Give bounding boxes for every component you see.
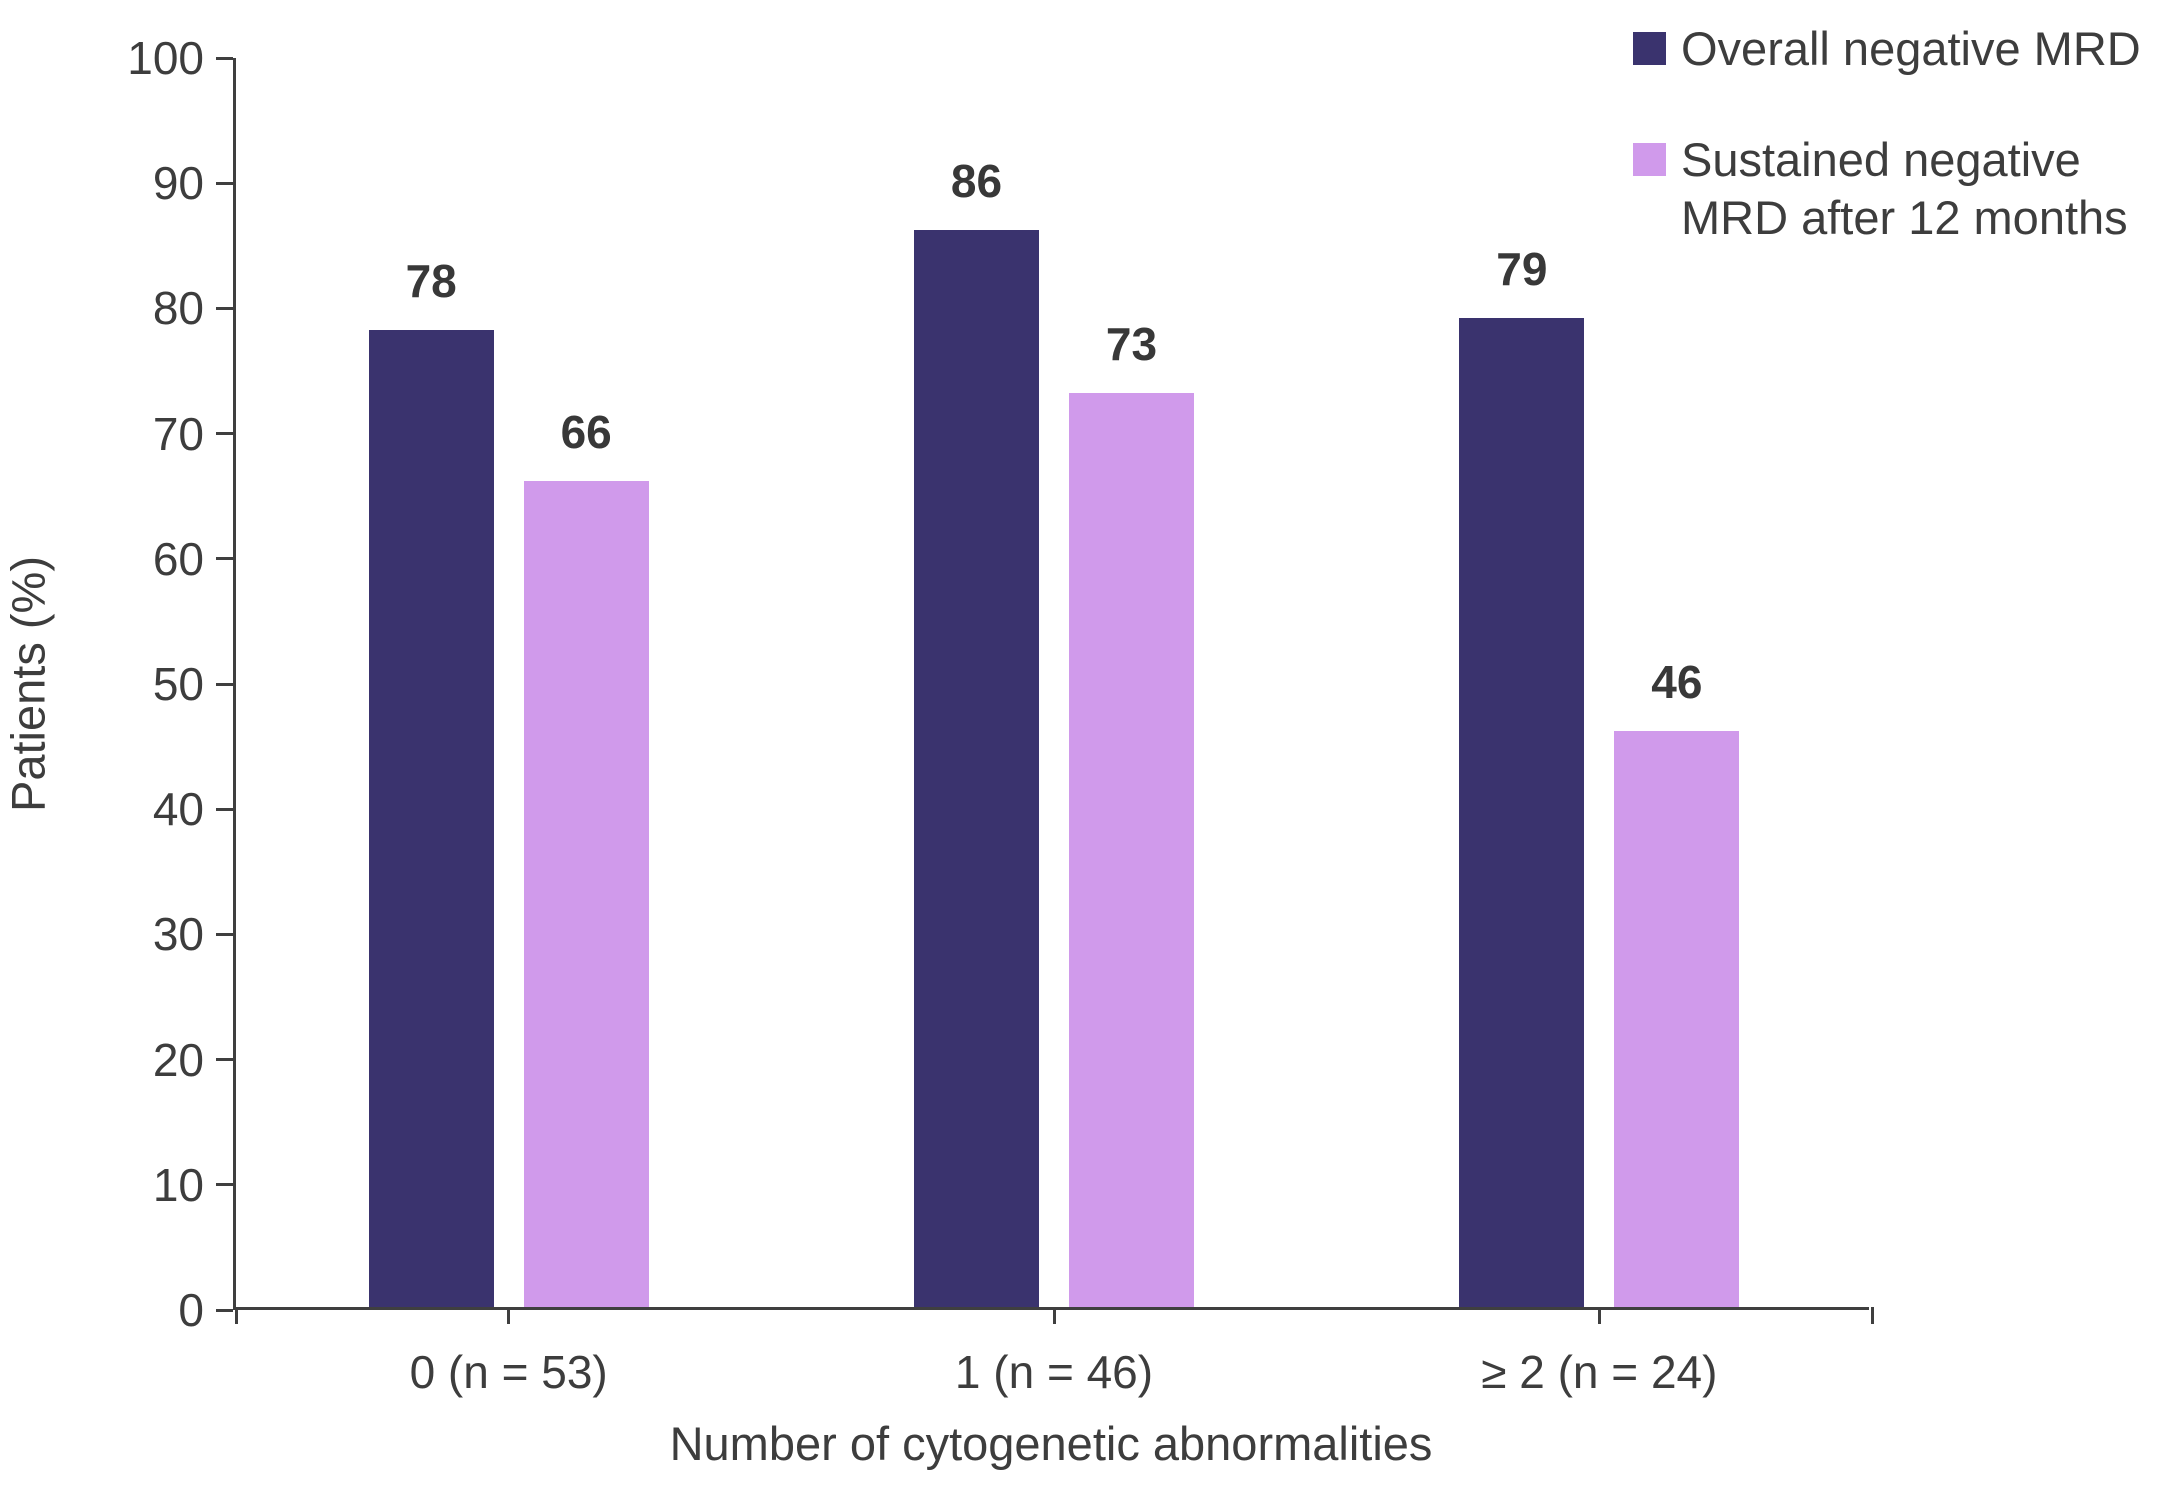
y-tick-label: 70 bbox=[152, 407, 204, 460]
bar-value-label: 46 bbox=[1651, 656, 1703, 709]
y-tick bbox=[216, 306, 233, 310]
bar-value-label: 73 bbox=[1105, 318, 1158, 371]
y-tick bbox=[216, 1058, 233, 1062]
legend-item: Overall negative MRD bbox=[1633, 20, 2183, 77]
y-tick bbox=[216, 432, 233, 436]
legend-item: Sustained negative MRD after 12 months bbox=[1633, 131, 2183, 246]
y-tick-label: 20 bbox=[152, 1033, 204, 1086]
y-tick-label: 60 bbox=[152, 532, 204, 585]
y-tick bbox=[216, 932, 233, 936]
y-tick-label: 10 bbox=[152, 1158, 204, 1211]
bar-value-label: 66 bbox=[560, 405, 612, 458]
y-tick-label: 80 bbox=[152, 282, 204, 335]
bar bbox=[1459, 317, 1585, 1307]
x-axis-title: Number of cytogenetic abnormalities bbox=[669, 1417, 1433, 1470]
y-axis-title: Patients (%) bbox=[1, 556, 55, 812]
x-tick bbox=[1597, 1307, 1601, 1324]
y-tick bbox=[216, 557, 233, 561]
bar bbox=[1069, 393, 1194, 1307]
y-tick-label: 50 bbox=[152, 658, 204, 710]
category-label: 0 (n = 53) bbox=[409, 1346, 608, 1398]
bar-value-label: 86 bbox=[950, 155, 1003, 208]
legend-label: Sustained negative MRD after 12 months bbox=[1681, 133, 2128, 244]
category-label: ≥ 2 (n = 24) bbox=[1481, 1346, 1718, 1398]
legend: Overall negative MRD Sustained negative M… bbox=[1633, 20, 2183, 246]
bar bbox=[368, 330, 494, 1307]
bar bbox=[1614, 731, 1740, 1307]
y-tick bbox=[216, 807, 233, 811]
y-tick-label: 0 bbox=[178, 1284, 204, 1336]
x-tick bbox=[1052, 1307, 1056, 1324]
bar bbox=[914, 230, 1039, 1307]
y-tick-label: 100 bbox=[127, 32, 204, 84]
y-tick-label: 90 bbox=[152, 157, 204, 210]
y-tick-label: 40 bbox=[152, 783, 204, 836]
legend-label: Overall negative MRD bbox=[1681, 22, 2141, 75]
x-axis-end-tick bbox=[234, 1307, 238, 1324]
legend-swatch bbox=[1633, 32, 1666, 65]
y-tick-label: 30 bbox=[152, 908, 204, 961]
bar bbox=[523, 480, 649, 1307]
x-tick bbox=[507, 1307, 511, 1324]
bar-value-label: 78 bbox=[405, 255, 457, 308]
y-tick bbox=[216, 682, 233, 686]
y-tick bbox=[216, 181, 233, 185]
plot-area: 0 10 20 30 40 50 60 70 80 90 100 0 (n = 53) 78 66 1 (n… bbox=[127, 32, 1874, 1398]
x-axis-end-tick bbox=[1870, 1307, 1874, 1324]
category-label: 1 (n = 46) bbox=[954, 1346, 1154, 1398]
y-tick bbox=[216, 56, 233, 60]
y-tick bbox=[216, 1308, 233, 1312]
bar-value-label: 79 bbox=[1496, 242, 1548, 295]
y-tick bbox=[216, 1183, 233, 1187]
legend-swatch bbox=[1633, 143, 1666, 177]
